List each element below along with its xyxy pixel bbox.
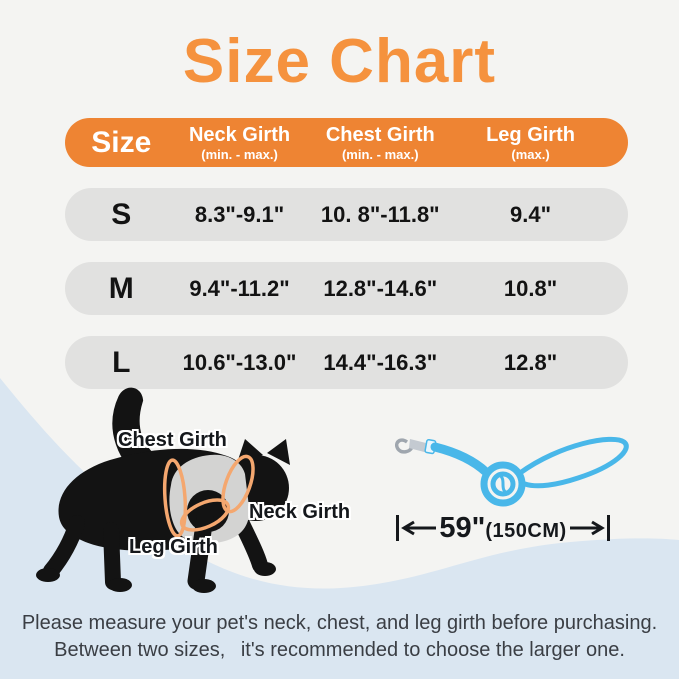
row-l-neck: 10.6"-13.0": [182, 349, 297, 375]
leash-illustration: [394, 436, 629, 507]
table-row-s: S 8.3"-9.1" 10. 8"-11.8" 9.4": [65, 188, 628, 241]
dimension-tick-right: [607, 515, 610, 541]
cat-rear-far-paw: [36, 568, 60, 582]
measure-note-line2: Between two sizes, it's recommended to c…: [54, 639, 625, 661]
measure-note: Please measure your pet's neck, chest, a…: [0, 610, 679, 664]
header-chest-girth: Chest Girth (min. - max.): [301, 125, 459, 161]
header-neck-girth: Neck Girth (min. - max.): [178, 125, 302, 161]
table-row-l: L 10.6"-13.0" 14.4"-16.3" 12.8": [65, 336, 628, 389]
row-s-chest: 10. 8"-11.8": [320, 201, 440, 227]
cat-tail: [112, 387, 162, 482]
chest-girth-ring: [162, 458, 188, 538]
header-leg-girth-sub: (max.): [511, 146, 550, 162]
header-leg-girth: Leg Girth (max.): [459, 125, 628, 161]
leash-coil-outer: [480, 461, 526, 507]
header-neck-girth-sub: (min. - max.): [201, 146, 278, 162]
header-neck-girth-label: Neck Girth: [188, 123, 291, 146]
leash-length-metric: (150CM): [485, 519, 567, 542]
table-row-m: M 9.4"-11.2" 12.8"-14.6" 10.8": [65, 262, 628, 315]
leash-clasp-ring: [394, 438, 414, 454]
cat-rear-far-leg: [43, 515, 85, 579]
leash-length-text: 59" (150CM): [439, 512, 566, 545]
measure-note-line1: Please measure your pet's neck, chest, a…: [21, 612, 658, 634]
row-s-size: S: [111, 197, 132, 231]
row-m-chest: 12.8"-14.6": [323, 275, 438, 301]
leash-handle-loop: [517, 436, 629, 489]
leg-girth-ring: [179, 498, 231, 532]
row-m-neck: 9.4"-11.2": [189, 275, 290, 301]
header-chest-girth-sub: (min. - max.): [341, 146, 419, 162]
leash-length-value: 59": [439, 511, 486, 544]
row-m-leg: 10.8": [503, 275, 558, 301]
header-chest-girth-label: Chest Girth: [325, 123, 435, 146]
cat-rear-near-paw: [108, 578, 132, 592]
arrow-right-icon: [569, 520, 605, 536]
leash-coil-center: [496, 472, 510, 496]
row-s-leg: 9.4": [510, 201, 552, 227]
row-l-size: L: [112, 345, 131, 379]
table-header-row: Size Neck Girth (min. - max.) Chest Girt…: [65, 118, 628, 167]
dimension-tick-left: [396, 515, 399, 541]
cat-front-near-paw: [192, 579, 216, 593]
arrow-left-icon: [401, 520, 437, 536]
row-m-size: M: [108, 271, 134, 305]
leash-length-dimension: 59" (150CM): [396, 512, 610, 545]
size-table: Size Neck Girth (min. - max.) Chest Girt…: [65, 118, 628, 389]
neck-girth-label: Neck Girth: [249, 501, 351, 523]
row-l-chest: 14.4"-16.3": [323, 349, 438, 375]
header-leg-girth-label: Leg Girth: [486, 123, 575, 146]
leash-coil-inner: [490, 471, 516, 497]
page-title: Size Chart: [182, 27, 497, 96]
row-s-neck: 8.3"-9.1": [194, 201, 285, 227]
chest-girth-label: Chest Girth: [118, 429, 227, 451]
cat-ear-right: [267, 439, 290, 465]
cat-front-far-paw: [254, 562, 276, 576]
row-l-leg: 12.8": [503, 349, 558, 375]
leg-girth-label: Leg Girth: [129, 536, 218, 558]
header-size: Size: [91, 125, 152, 159]
cat-harness-illustration: [36, 387, 290, 593]
leash-strap: [430, 442, 491, 477]
cat-rear-near-leg: [103, 522, 121, 590]
